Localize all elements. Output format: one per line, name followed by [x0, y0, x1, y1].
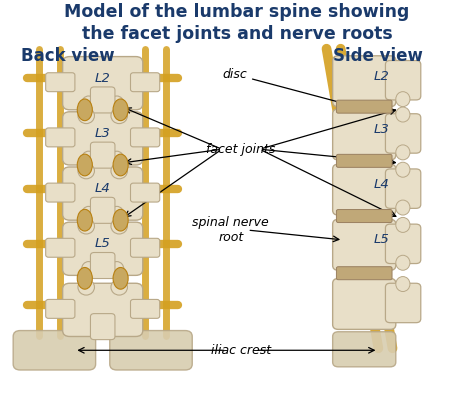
FancyBboxPatch shape [333, 164, 396, 215]
Ellipse shape [111, 218, 128, 234]
FancyBboxPatch shape [337, 154, 392, 168]
FancyBboxPatch shape [130, 183, 160, 202]
Ellipse shape [396, 200, 410, 215]
Ellipse shape [110, 151, 124, 167]
Text: L2: L2 [374, 70, 390, 83]
FancyBboxPatch shape [63, 167, 143, 220]
FancyBboxPatch shape [333, 56, 396, 107]
FancyBboxPatch shape [46, 128, 75, 147]
FancyBboxPatch shape [130, 73, 160, 92]
Text: L4: L4 [95, 182, 110, 195]
Text: L3: L3 [95, 127, 110, 140]
Ellipse shape [77, 209, 92, 231]
Ellipse shape [396, 145, 410, 160]
Ellipse shape [110, 262, 124, 278]
Text: spinal nerve
root: spinal nerve root [192, 216, 269, 244]
FancyBboxPatch shape [91, 252, 115, 279]
FancyBboxPatch shape [46, 73, 75, 92]
FancyBboxPatch shape [91, 197, 115, 224]
FancyBboxPatch shape [130, 299, 160, 318]
Text: L5: L5 [374, 233, 390, 247]
Text: disc: disc [222, 68, 360, 109]
Text: L5: L5 [95, 237, 110, 251]
Ellipse shape [396, 92, 410, 107]
FancyBboxPatch shape [385, 224, 421, 264]
FancyBboxPatch shape [333, 109, 396, 160]
FancyBboxPatch shape [46, 299, 75, 318]
FancyBboxPatch shape [46, 238, 75, 257]
Ellipse shape [77, 154, 92, 176]
Text: Side view: Side view [333, 47, 423, 65]
Ellipse shape [82, 262, 96, 278]
Text: L3: L3 [374, 123, 390, 136]
Ellipse shape [78, 218, 94, 234]
Ellipse shape [396, 218, 410, 232]
Ellipse shape [110, 96, 124, 112]
Ellipse shape [82, 96, 96, 112]
FancyBboxPatch shape [333, 220, 396, 270]
Text: Back view: Back view [20, 47, 114, 65]
FancyBboxPatch shape [385, 283, 421, 323]
Ellipse shape [396, 255, 410, 270]
Ellipse shape [78, 163, 94, 179]
FancyBboxPatch shape [337, 267, 392, 280]
FancyBboxPatch shape [63, 112, 143, 165]
FancyBboxPatch shape [130, 128, 160, 147]
Ellipse shape [396, 107, 410, 122]
FancyBboxPatch shape [385, 60, 421, 100]
Text: iliac crest: iliac crest [211, 344, 271, 357]
Ellipse shape [111, 108, 128, 123]
Ellipse shape [77, 99, 92, 121]
Ellipse shape [82, 151, 96, 167]
Ellipse shape [396, 277, 410, 291]
Ellipse shape [110, 206, 124, 222]
FancyBboxPatch shape [110, 331, 192, 370]
FancyBboxPatch shape [385, 114, 421, 153]
FancyBboxPatch shape [91, 142, 115, 168]
FancyBboxPatch shape [333, 279, 396, 330]
Ellipse shape [78, 279, 94, 295]
FancyBboxPatch shape [337, 210, 392, 223]
Ellipse shape [113, 99, 128, 121]
FancyBboxPatch shape [337, 100, 392, 113]
FancyBboxPatch shape [46, 183, 75, 202]
Text: Model of the lumbar spine showing
the facet joints and nerve roots: Model of the lumbar spine showing the fa… [64, 3, 410, 43]
Ellipse shape [113, 154, 128, 176]
FancyBboxPatch shape [385, 169, 421, 208]
Text: facet joints: facet joints [206, 143, 275, 156]
Ellipse shape [77, 268, 92, 289]
Text: L4: L4 [374, 178, 390, 191]
Ellipse shape [113, 268, 128, 289]
Ellipse shape [78, 108, 94, 123]
FancyBboxPatch shape [91, 87, 115, 113]
Text: L2: L2 [95, 72, 110, 85]
FancyBboxPatch shape [63, 283, 143, 337]
FancyBboxPatch shape [63, 222, 143, 276]
Ellipse shape [396, 162, 410, 177]
Ellipse shape [111, 279, 128, 295]
FancyBboxPatch shape [130, 238, 160, 257]
FancyBboxPatch shape [333, 332, 396, 367]
FancyBboxPatch shape [91, 314, 115, 339]
FancyBboxPatch shape [63, 57, 143, 110]
Ellipse shape [111, 163, 128, 179]
Ellipse shape [82, 206, 96, 222]
Ellipse shape [113, 209, 128, 231]
FancyBboxPatch shape [13, 331, 96, 370]
